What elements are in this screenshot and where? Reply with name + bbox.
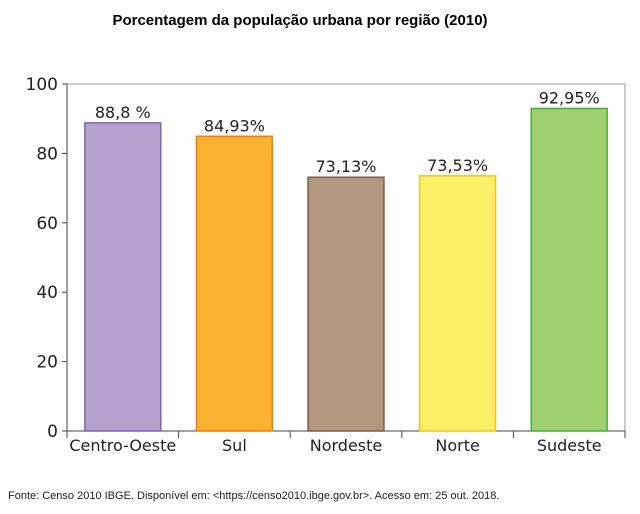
chart-title: Porcentagem da população urbana por regi…	[112, 12, 488, 29]
x-tick-label: Sul	[222, 436, 247, 455]
bar-nordeste	[307, 176, 385, 432]
plot-area: 0 20 40 60 80 100 88,8 % Centro-Oeste 84,93% Sul 7…	[26, 75, 626, 455]
y-tick-label: 80	[36, 144, 58, 164]
data-label: 88,8 %	[95, 103, 151, 122]
data-label: 84,93%	[204, 116, 265, 135]
x-tick-label: Centro-Oeste	[69, 436, 176, 455]
y-tick-label: 60	[36, 214, 58, 234]
data-label: 73,13%	[315, 157, 376, 176]
x-tick-label: Sudeste	[537, 436, 602, 455]
bar-sul	[195, 135, 274, 432]
y-tick-label: 40	[36, 283, 58, 303]
bar-centro-oeste	[84, 122, 162, 432]
data-label: 73,53%	[427, 156, 488, 175]
bar-norte	[418, 175, 497, 432]
bar-sudeste	[530, 107, 608, 432]
x-tick-label: Norte	[435, 436, 479, 455]
data-label: 92,95%	[539, 88, 600, 107]
y-tick-label: 20	[36, 353, 58, 373]
x-tick-label: Nordeste	[310, 436, 383, 455]
y-tick-label: 0	[47, 422, 58, 442]
source-note: Fonte: Censo 2010 IBGE. Disponível em: <…	[8, 490, 500, 502]
y-tick-label: 100	[26, 75, 58, 95]
